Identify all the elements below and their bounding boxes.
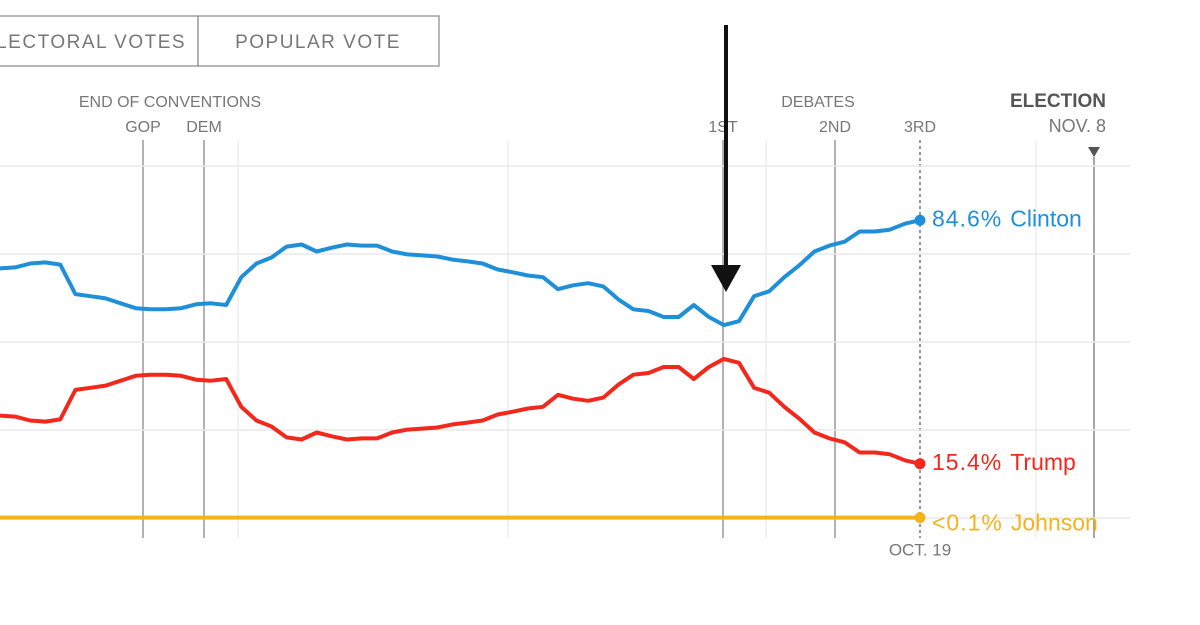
- toggle-button[interactable]: [0, 15, 199, 67]
- event-label: 3RD: [904, 119, 936, 136]
- toggle-button[interactable]: [197, 15, 440, 67]
- end-dot: [914, 512, 926, 524]
- value-label: 15.4%: [932, 449, 1002, 475]
- event-label: DEM: [186, 119, 222, 136]
- end-dot: [914, 214, 926, 226]
- election-date: NOV. 8: [1049, 116, 1106, 136]
- arrow: [711, 25, 741, 292]
- event-lines: [142, 140, 1095, 538]
- election-marker: [1088, 147, 1100, 157]
- toggle-label[interactable]: ELECTORAL VOTES: [0, 32, 186, 53]
- series-name: Johnson: [1011, 510, 1098, 536]
- annotation-title: DEBATES: [781, 94, 855, 111]
- series-line: [0, 356, 921, 466]
- election-title: ELECTION: [1010, 91, 1106, 112]
- value-label: <0.1%: [932, 510, 1003, 536]
- plot: <0.1% Johnson 15.4% Trump 84.6% Clinton: [0, 205, 1098, 536]
- series-name: Clinton: [1010, 205, 1082, 231]
- series-name: Trump: [1010, 449, 1076, 475]
- event-label: 1ST: [708, 119, 738, 136]
- toggle-label[interactable]: POPULAR VOTE: [235, 32, 401, 53]
- arrow-head: [711, 265, 741, 292]
- background-lines: [237, 140, 1037, 538]
- event-label: 2ND: [819, 119, 851, 136]
- event-label: GOP: [125, 119, 161, 136]
- annotation-title: END OF CONVENTIONS: [79, 94, 261, 111]
- series-line: [0, 218, 921, 328]
- end-dot: [914, 458, 926, 470]
- last-update: OCT. 19: [889, 540, 951, 559]
- value-label: 84.6%: [932, 205, 1002, 231]
